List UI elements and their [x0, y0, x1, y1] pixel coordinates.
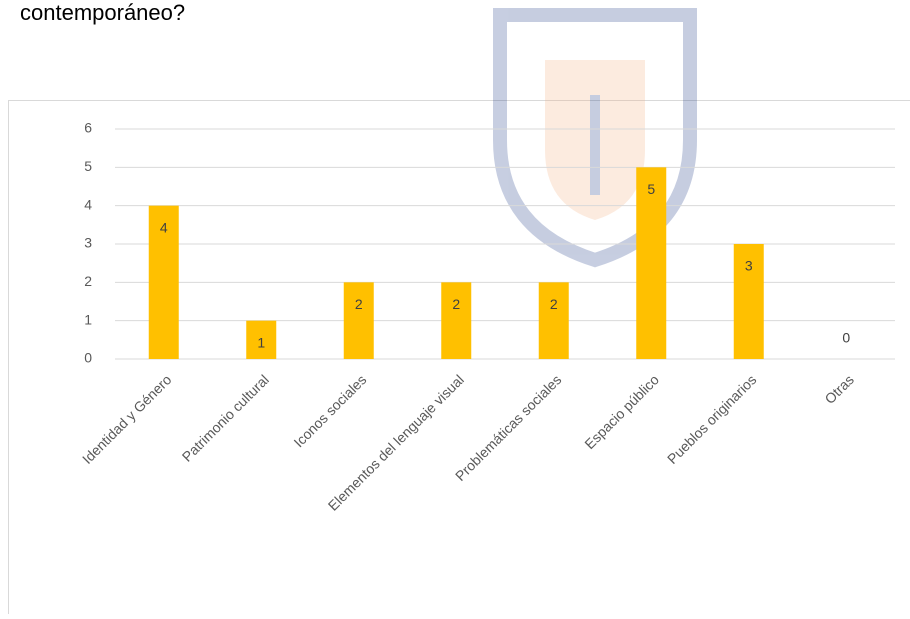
bar [539, 282, 569, 359]
data-label: 2 [355, 296, 363, 312]
x-tick-label: Patrimonio cultural [179, 371, 272, 464]
x-tick-label: Problemáticas sociales [452, 371, 565, 484]
y-tick-label: 1 [84, 311, 92, 327]
y-tick-label: 0 [84, 350, 92, 366]
y-tick-label: 4 [84, 196, 92, 212]
y-tick-label: 6 [84, 120, 92, 136]
data-label: 3 [745, 258, 753, 274]
x-tick-label: Pueblos originarios [664, 371, 760, 467]
x-tick-label: Otras [821, 371, 857, 407]
x-tick-label: Iconos sociales [290, 371, 369, 450]
data-label: 4 [160, 219, 168, 235]
watermark-torch [590, 95, 600, 195]
data-label: 2 [452, 296, 460, 312]
data-label: 0 [842, 330, 850, 346]
data-label: 5 [647, 181, 655, 197]
bar [344, 282, 374, 359]
y-tick-label: 2 [84, 273, 92, 289]
question-text: contemporáneo? [20, 0, 185, 25]
data-label: 2 [550, 296, 558, 312]
y-tick-label: 3 [84, 235, 92, 251]
bar [441, 282, 471, 359]
x-tick-label: Espacio público [581, 371, 662, 452]
x-tick-label: Identidad y Género [79, 371, 175, 467]
y-tick-label: 5 [84, 158, 92, 174]
data-label: 1 [257, 334, 265, 350]
